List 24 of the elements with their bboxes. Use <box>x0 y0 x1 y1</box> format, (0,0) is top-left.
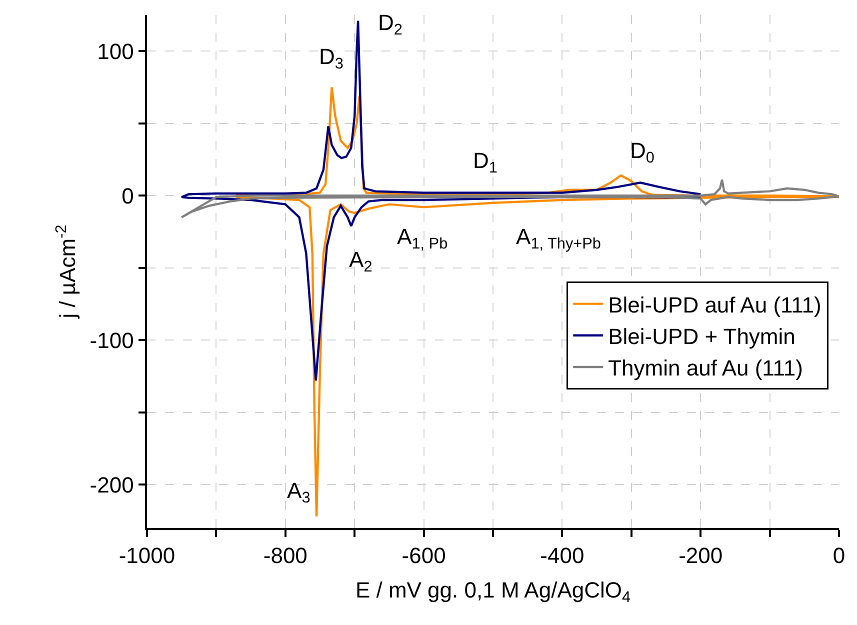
x-tick-label: 0 <box>832 543 846 568</box>
annotation: D$_{3}$ <box>319 44 344 73</box>
x-tick-label: -800 <box>263 543 308 568</box>
x-tick-label: -600 <box>402 543 446 568</box>
y-tick-label: 100 <box>97 38 134 64</box>
legend-label: Thymin auf Au (111) <box>608 356 803 381</box>
x-tick-label: -400 <box>540 543 584 568</box>
x-tick-label: -1000 <box>118 543 176 568</box>
annotation: A$_{1, Pb}$ <box>397 224 448 253</box>
x-tick-label: -200 <box>678 543 723 568</box>
annotation: D$_{0}$ <box>630 138 654 167</box>
y-tick-label: -100 <box>90 328 134 353</box>
annotation: A$_{2}$ <box>349 247 372 276</box>
annotation: A$_{3}$ <box>287 478 310 507</box>
y-tick-label: -200 <box>90 472 134 498</box>
x-axis-title: E / mV gg. 0,1 M Ag/AgClO$_{4}$ <box>355 578 631 606</box>
line-series <box>236 86 839 518</box>
annotation: D$_{2}$ <box>378 10 402 39</box>
legend-label: Blei-UPD + Thymin <box>608 324 796 349</box>
y-tick-label: 0 <box>122 183 134 208</box>
line-series <box>180 178 839 218</box>
legend-label: Blei-UPD auf Au (111) <box>608 292 822 318</box>
annotation: D$_{1}$ <box>473 148 498 177</box>
annotation: A$_{1, Thy+Pb}$ <box>516 224 601 253</box>
